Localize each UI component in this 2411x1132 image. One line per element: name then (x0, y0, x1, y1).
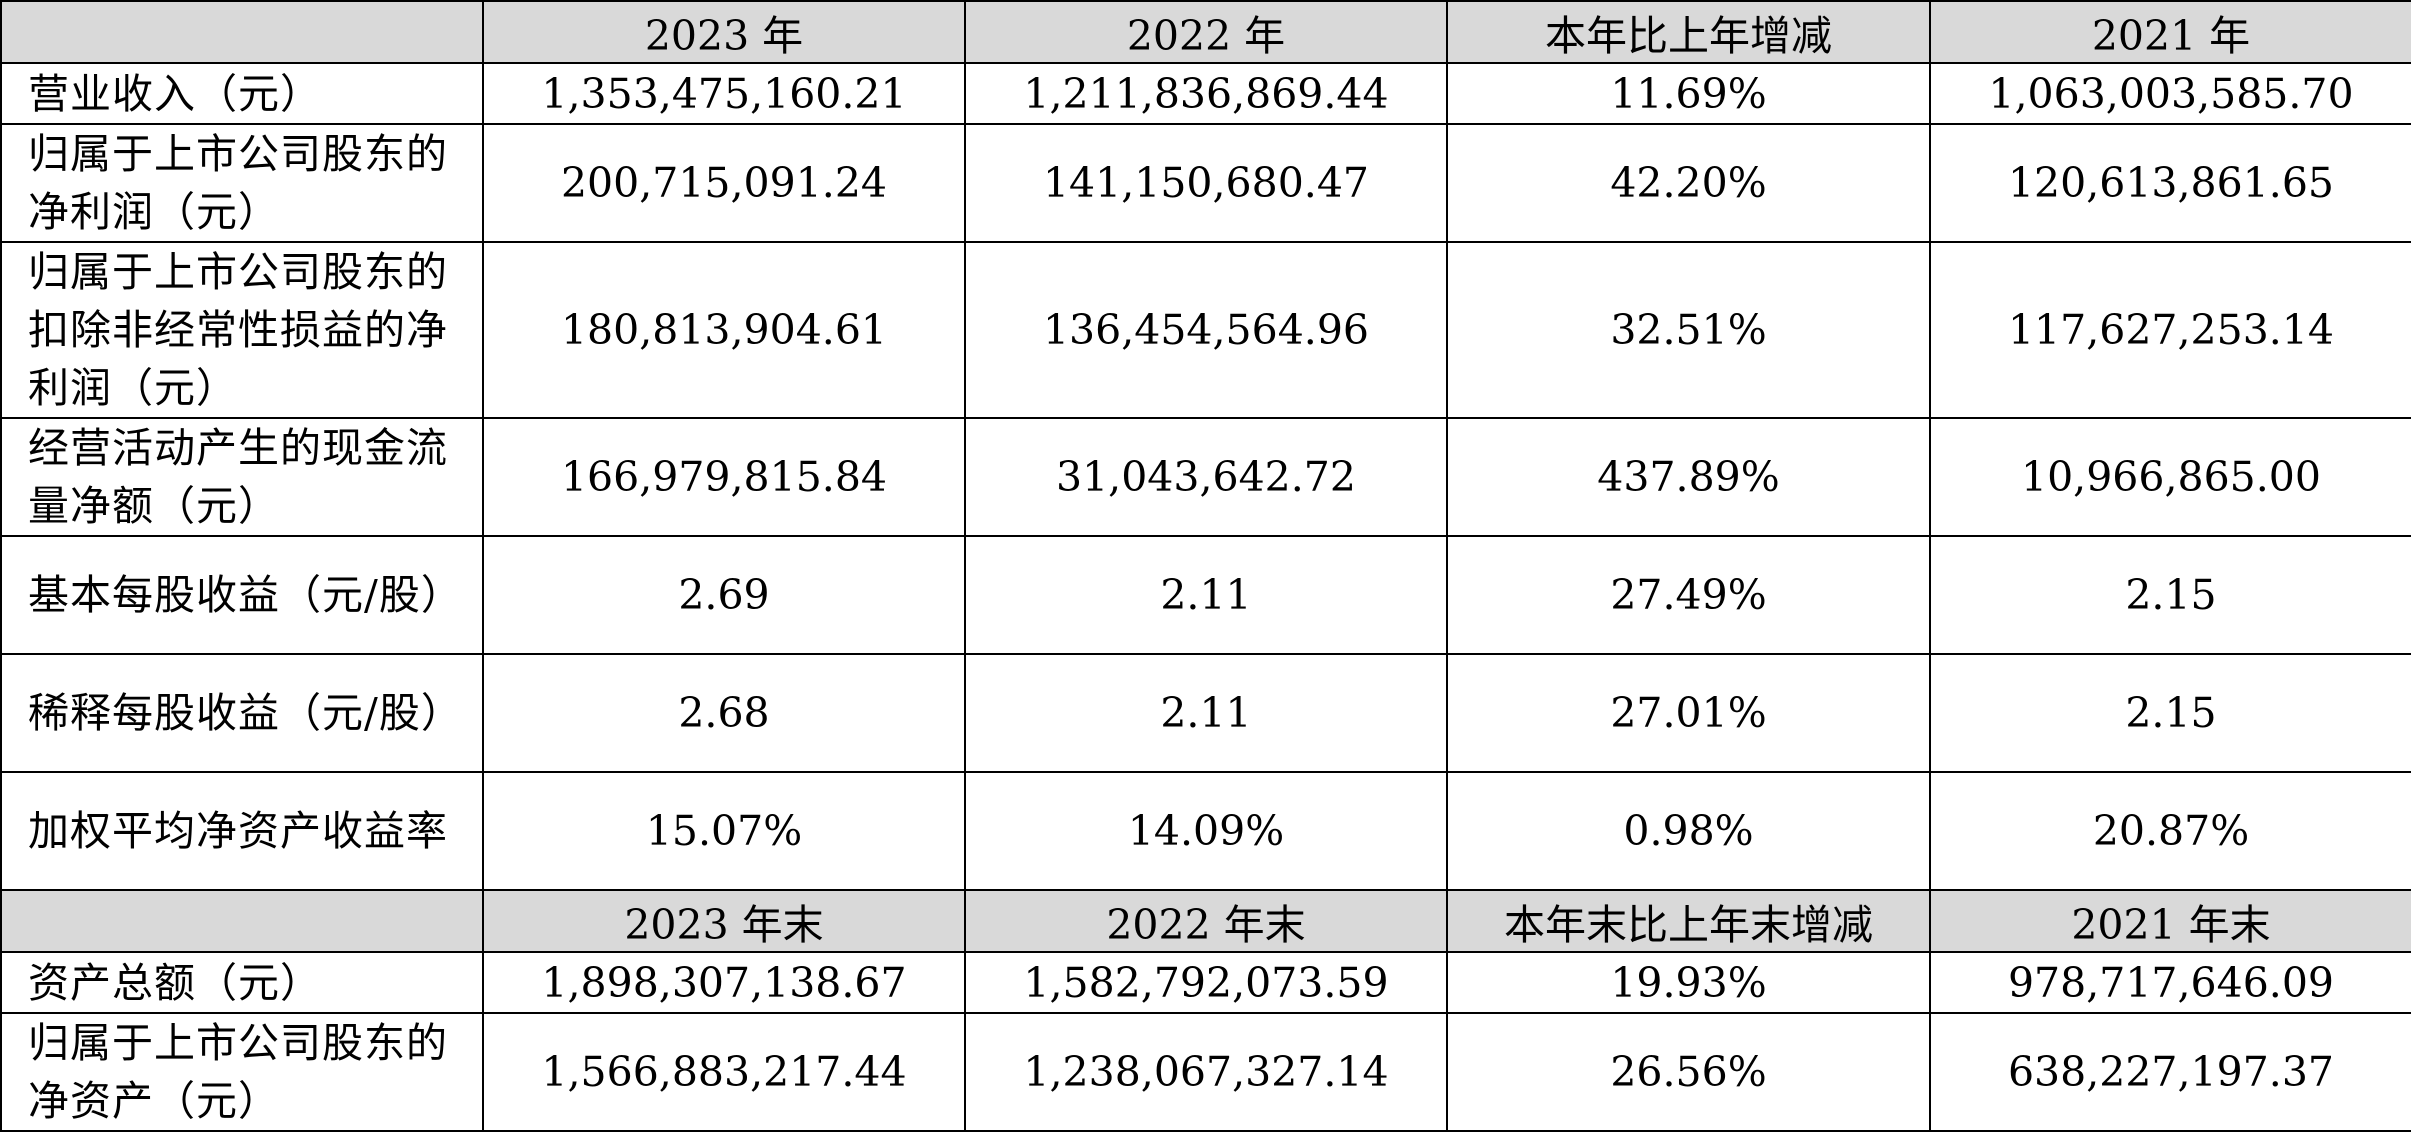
cell-2022: 2.11 (964, 535, 1448, 655)
cell-2023-end: 1,566,883,217.44 (482, 1012, 966, 1132)
cell-2023: 2.69 (482, 535, 966, 655)
cell-change: 11.69% (1446, 62, 1931, 125)
cell-2023: 200,715,091.24 (482, 123, 966, 243)
cell-2022: 14.09% (964, 771, 1448, 891)
cell-change: 32.51% (1446, 241, 1931, 419)
cell-2022: 1,211,836,869.44 (964, 62, 1448, 125)
cell-change: 42.20% (1446, 123, 1931, 243)
row-label: 营业收入（元） (0, 62, 484, 125)
cell-2021: 2.15 (1929, 653, 2411, 773)
cell-2022: 136,454,564.96 (964, 241, 1448, 419)
cell-2021: 120,613,861.65 (1929, 123, 2411, 243)
header-corner (0, 889, 484, 953)
row-label: 基本每股收益（元/股） (0, 535, 484, 655)
header-change-end: 本年末比上年末增减 (1446, 889, 1931, 953)
cell-2022: 141,150,680.47 (964, 123, 1448, 243)
row-label: 稀释每股收益（元/股） (0, 653, 484, 773)
header-row-year-end: 2023 年末 2022 年末 本年末比上年末增减 2021 年末 (0, 889, 2411, 953)
header-2021-end: 2021 年末 (1929, 889, 2411, 953)
header-2023-end: 2023 年末 (482, 889, 966, 953)
row-label: 归属于上市公司股东的净资产（元） (0, 1012, 484, 1132)
row-label: 加权平均净资产收益率 (0, 771, 484, 891)
cell-2023: 180,813,904.61 (482, 241, 966, 419)
cell-2021: 10,966,865.00 (1929, 417, 2411, 537)
cell-2022-end: 1,238,067,327.14 (964, 1012, 1448, 1132)
cell-change-end: 26.56% (1446, 1012, 1931, 1132)
cell-2023: 2.68 (482, 653, 966, 773)
cell-2022-end: 1,582,792,073.59 (964, 951, 1448, 1014)
cell-2023-end: 1,898,307,138.67 (482, 951, 966, 1014)
table-row: 营业收入（元） 1,353,475,160.21 1,211,836,869.4… (0, 62, 2411, 125)
cell-2021: 117,627,253.14 (1929, 241, 2411, 419)
cell-2021: 20.87% (1929, 771, 2411, 891)
cell-2023: 166,979,815.84 (482, 417, 966, 537)
cell-change: 0.98% (1446, 771, 1931, 891)
cell-2023: 1,353,475,160.21 (482, 62, 966, 125)
table-row: 资产总额（元） 1,898,307,138.67 1,582,792,073.5… (0, 951, 2411, 1014)
cell-2021-end: 978,717,646.09 (1929, 951, 2411, 1014)
table-row: 归属于上市公司股东的净资产（元） 1,566,883,217.44 1,238,… (0, 1012, 2411, 1132)
table-row: 稀释每股收益（元/股） 2.68 2.11 27.01% 2.15 (0, 653, 2411, 773)
cell-2021: 1,063,003,585.70 (1929, 62, 2411, 125)
header-2022-end: 2022 年末 (964, 889, 1448, 953)
table-row: 归属于上市公司股东的净利润（元） 200,715,091.24 141,150,… (0, 123, 2411, 243)
header-row-annual: 2023 年 2022 年 本年比上年增减 2021 年 (0, 0, 2411, 64)
cell-2022: 31,043,642.72 (964, 417, 1448, 537)
row-label: 归属于上市公司股东的净利润（元） (0, 123, 484, 243)
cell-change-end: 19.93% (1446, 951, 1931, 1014)
header-change: 本年比上年增减 (1446, 0, 1931, 64)
header-2023: 2023 年 (482, 0, 966, 64)
row-label: 归属于上市公司股东的扣除非经常性损益的净利润（元） (0, 241, 484, 419)
header-2022: 2022 年 (964, 0, 1448, 64)
row-label: 经营活动产生的现金流量净额（元） (0, 417, 484, 537)
table-row: 加权平均净资产收益率 15.07% 14.09% 0.98% 20.87% (0, 771, 2411, 891)
header-corner (0, 0, 484, 64)
table-row: 归属于上市公司股东的扣除非经常性损益的净利润（元） 180,813,904.61… (0, 241, 2411, 419)
cell-change: 437.89% (1446, 417, 1931, 537)
row-label: 资产总额（元） (0, 951, 484, 1014)
header-2021: 2021 年 (1929, 0, 2411, 64)
cell-change: 27.01% (1446, 653, 1931, 773)
cell-2023: 15.07% (482, 771, 966, 891)
cell-2021-end: 638,227,197.37 (1929, 1012, 2411, 1132)
cell-change: 27.49% (1446, 535, 1931, 655)
cell-2021: 2.15 (1929, 535, 2411, 655)
table-row: 经营活动产生的现金流量净额（元） 166,979,815.84 31,043,6… (0, 417, 2411, 537)
cell-2022: 2.11 (964, 653, 1448, 773)
table-row: 基本每股收益（元/股） 2.69 2.11 27.49% 2.15 (0, 535, 2411, 655)
